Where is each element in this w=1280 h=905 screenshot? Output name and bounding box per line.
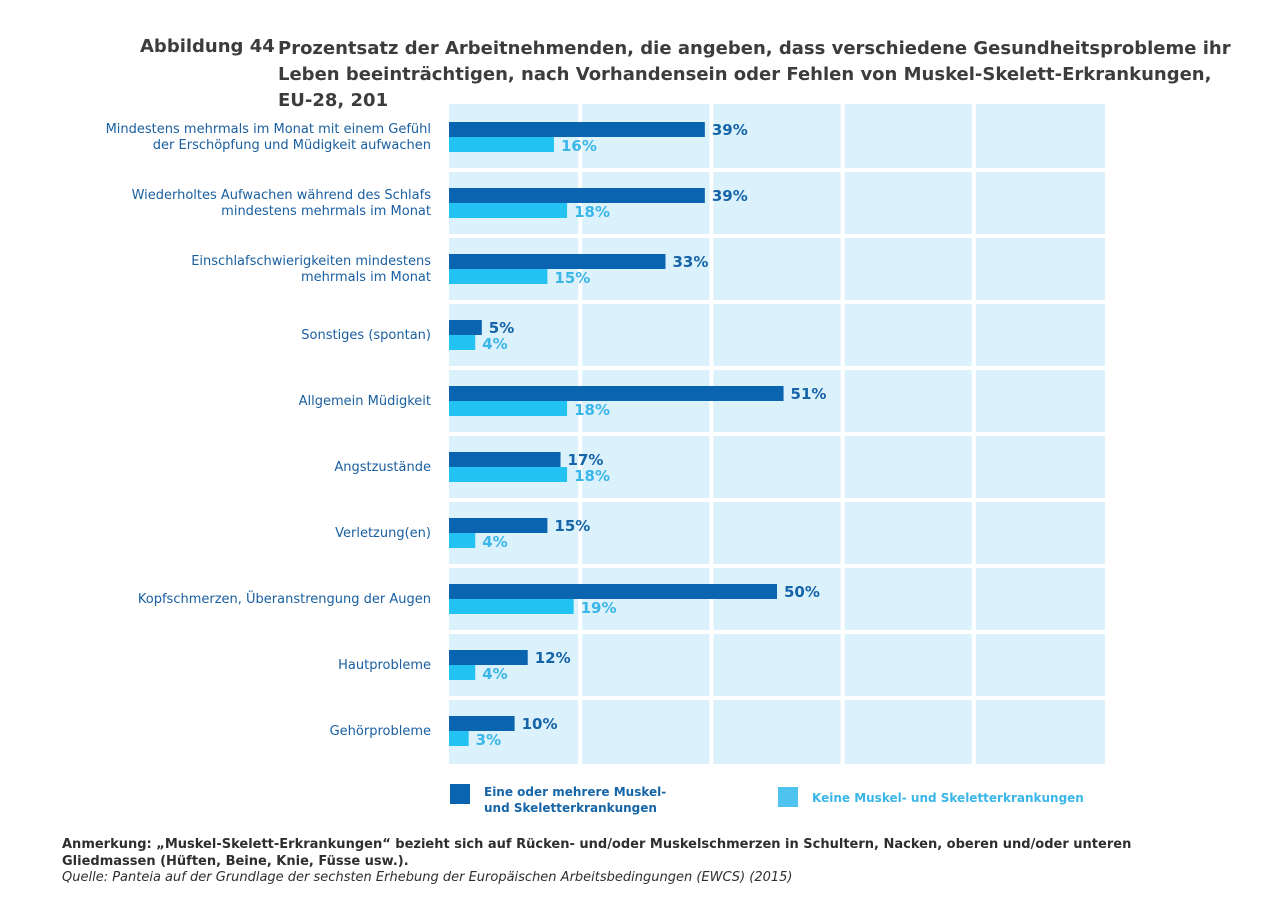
bar-msd [449, 584, 777, 599]
figure-number: Abbildung 44 [140, 36, 275, 57]
data-label-msd: 51% [791, 385, 827, 403]
data-label-no-msd: 19% [581, 599, 617, 617]
data-label-msd: 5% [489, 319, 514, 337]
category-label: Wiederholtes Aufwachen während des Schla… [132, 188, 432, 203]
data-label-msd: 12% [535, 649, 571, 667]
bar-no-msd [449, 335, 476, 350]
data-label-no-msd: 4% [482, 335, 507, 353]
data-label-msd: 17% [568, 451, 604, 469]
data-label-msd: 10% [522, 715, 558, 733]
category-label: Angstzustände [334, 460, 431, 475]
category-label: mehrmals im Monat [301, 270, 431, 285]
legend-label-no-msd: Keine Muskel- und Skeletterkrankungen [812, 791, 1084, 805]
legend-item-no-msd: Keine Muskel- und Skeletterkrankungen [778, 787, 1084, 807]
bar-msd [449, 518, 548, 533]
bar-no-msd [449, 467, 568, 482]
category-label: der Erschöpfung und Müdigkeit aufwachen [153, 138, 431, 153]
bar-msd [449, 122, 705, 137]
data-label-msd: 39% [712, 121, 748, 139]
source-note: Quelle: Panteia auf der Grundlage der se… [62, 870, 793, 885]
data-label-no-msd: 15% [554, 269, 590, 287]
bar-msd [449, 386, 784, 401]
category-label: Hautprobleme [338, 658, 431, 673]
bar-msd [449, 650, 528, 665]
category-label: Allgemein Müdigkeit [299, 394, 431, 409]
data-label-msd: 39% [712, 187, 748, 205]
category-label: Mindestens mehrmals im Monat mit einem G… [106, 122, 431, 137]
category-label: mindestens mehrmals im Monat [221, 204, 431, 219]
bar-no-msd [449, 731, 469, 746]
bar-no-msd [449, 533, 476, 548]
bar-msd [449, 188, 705, 203]
category-label: Sonstiges (spontan) [301, 328, 431, 343]
data-label-msd: 33% [672, 253, 708, 271]
category-label: Einschlafschwierigkeiten mindestens [191, 254, 431, 269]
chart-title: Prozentsatz der Arbeitnehmenden, die ang… [278, 38, 1231, 111]
bar-no-msd [449, 137, 554, 152]
bar-msd [449, 254, 666, 269]
data-label-no-msd: 16% [561, 137, 597, 155]
bar-no-msd [449, 599, 574, 614]
bar-msd [449, 716, 515, 731]
data-label-no-msd: 4% [482, 533, 507, 551]
legend-item-msd: Eine oder mehrere Muskel- und Skeletterk… [450, 784, 684, 816]
bar-no-msd [449, 269, 548, 284]
category-label: Gehörprobleme [330, 724, 431, 739]
category-label: Verletzung(en) [335, 526, 431, 541]
bar-no-msd [449, 203, 568, 218]
data-label-no-msd: 4% [482, 665, 507, 683]
bar-no-msd [449, 401, 568, 416]
data-label-no-msd: 3% [476, 731, 501, 749]
legend-swatch-light [778, 787, 798, 807]
legend-swatch-dark [450, 784, 470, 804]
footnote: Anmerkung: „Muskel-Skelett-Erkrankungen“… [62, 837, 1132, 869]
data-label-no-msd: 18% [574, 401, 610, 419]
data-label-msd: 50% [784, 583, 820, 601]
data-label-no-msd: 18% [574, 467, 610, 485]
bar-msd [449, 452, 561, 467]
bar-no-msd [449, 665, 476, 680]
data-label-no-msd: 18% [574, 203, 610, 221]
data-label-msd: 15% [554, 517, 590, 535]
category-label: Kopfschmerzen, Überanstrengung der Augen [138, 590, 431, 607]
legend-label-msd: Eine oder mehrere Muskel- und Skeletterk… [484, 785, 667, 815]
bar-msd [449, 320, 482, 335]
